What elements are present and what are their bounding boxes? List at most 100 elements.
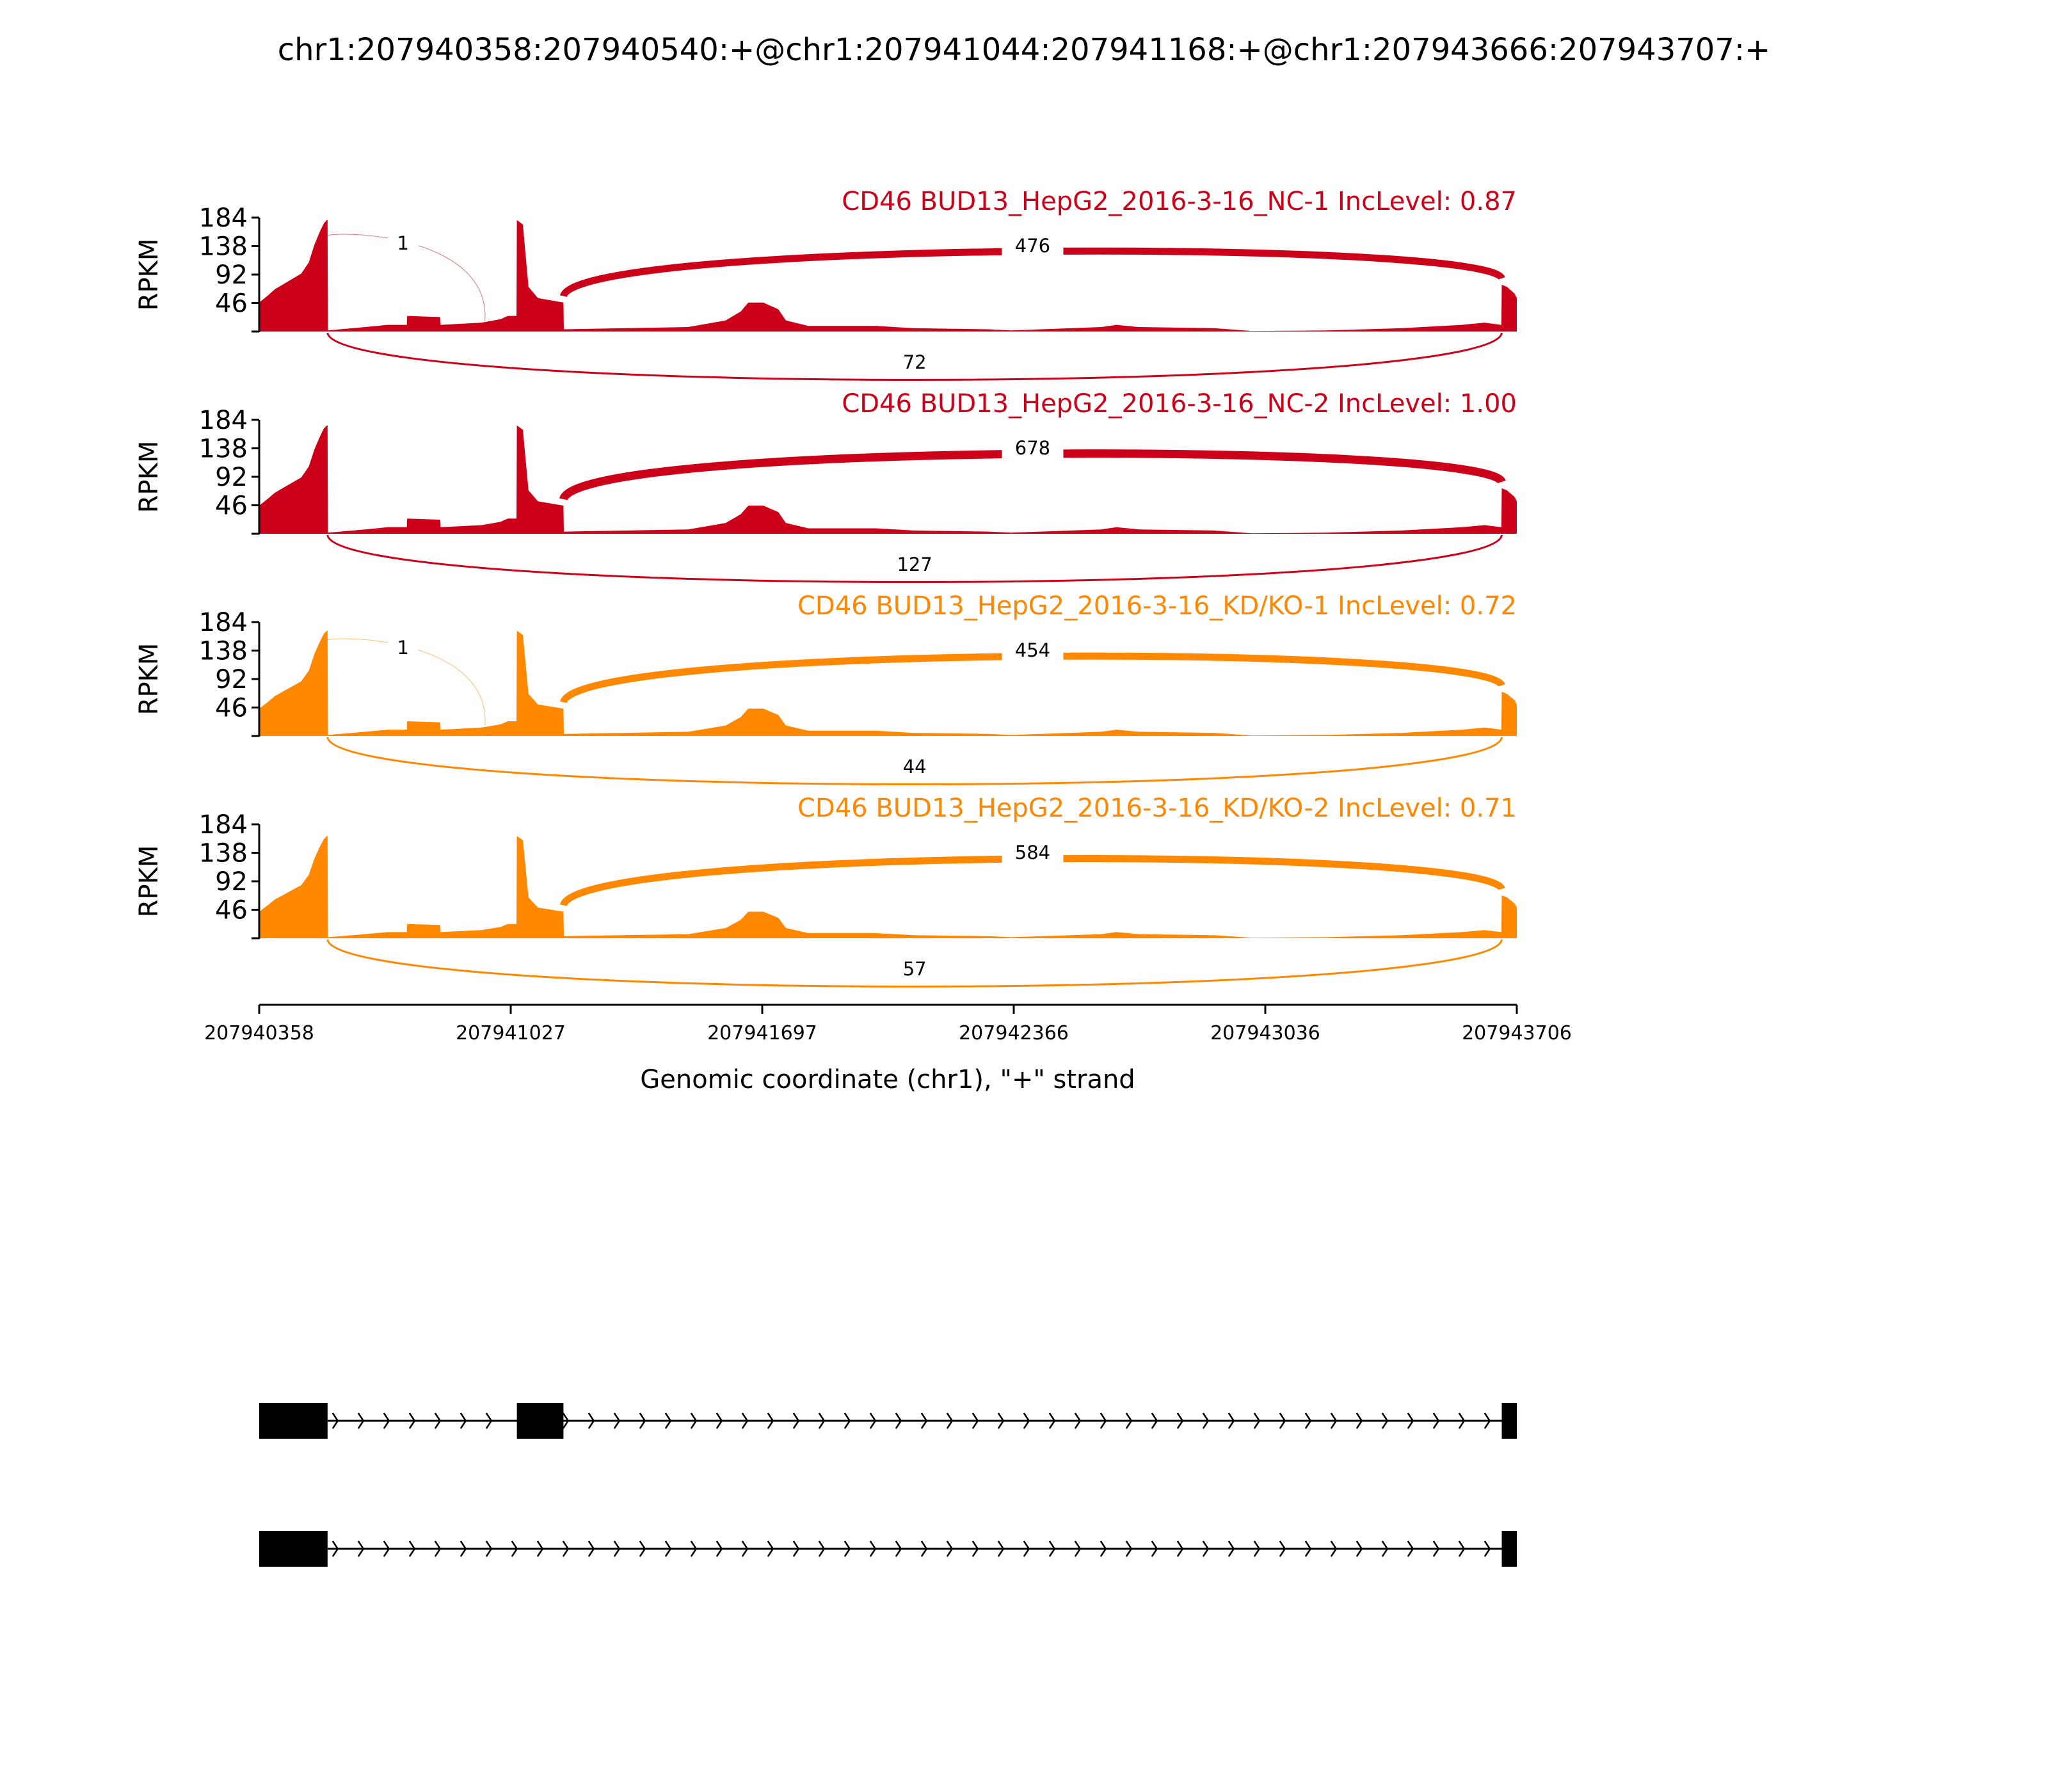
strand-arrow-icon	[690, 1412, 698, 1429]
strand-arrow-icon	[1125, 1412, 1133, 1429]
strand-arrow-icon	[997, 1540, 1005, 1557]
strand-arrow-icon	[997, 1412, 1005, 1429]
strand-arrow-icon	[1458, 1412, 1466, 1429]
strand-arrow-icon	[972, 1412, 979, 1429]
junction-label: 584	[1015, 842, 1050, 863]
coverage-area	[259, 630, 1517, 736]
strand-arrow-icon	[1151, 1412, 1158, 1429]
strand-arrow-icon	[1202, 1540, 1210, 1557]
y-tick-label: 138	[199, 232, 248, 262]
y-tick-label: 46	[215, 694, 248, 723]
strand-arrow-icon	[485, 1412, 493, 1429]
strand-arrow-icon	[332, 1540, 339, 1557]
strand-arrow-icon	[1458, 1540, 1466, 1557]
strand-arrow-icon	[1074, 1540, 1082, 1557]
strand-arrow-icon	[1125, 1540, 1133, 1557]
sample-title: CD46 BUD13_HepG2_2016-3-16_NC-1 IncLevel…	[842, 187, 1517, 216]
strand-arrow-icon	[946, 1540, 954, 1557]
y-tick-label: 92	[215, 463, 248, 492]
junction-arc	[326, 939, 1503, 988]
y-tick-label: 92	[215, 867, 248, 897]
junction-label: 476	[1015, 235, 1050, 257]
strand-arrow-icon	[613, 1412, 621, 1429]
junction-label-bg	[884, 553, 946, 575]
strand-arrow-icon	[511, 1540, 518, 1557]
y-tick-label: 184	[199, 608, 248, 637]
strand-arrow-icon	[664, 1540, 672, 1557]
junction-label-bg	[387, 636, 419, 658]
strand-arrow-icon	[716, 1412, 723, 1429]
strand-arrow-icon	[869, 1540, 877, 1557]
junction-arc	[560, 247, 1505, 298]
strand-arrow-icon	[818, 1540, 826, 1557]
junction-arc	[326, 332, 1503, 381]
strand-arrow-icon	[1100, 1412, 1107, 1429]
strand-arrow-icon	[1432, 1540, 1440, 1557]
strand-arrow-icon	[1330, 1412, 1338, 1429]
exon-block	[259, 1531, 328, 1567]
exon-block	[516, 1403, 564, 1439]
strand-arrow-icon	[1356, 1540, 1363, 1557]
strand-arrow-icon	[1484, 1412, 1491, 1429]
strand-arrow-icon	[383, 1412, 390, 1429]
junction-label-bg	[884, 957, 946, 979]
coverage-area	[259, 425, 1517, 534]
y-tick-label: 184	[199, 406, 248, 435]
figure-title: chr1:207940358:207940540:+@chr1:20794104…	[278, 32, 1771, 68]
strand-arrow-icon	[408, 1540, 416, 1557]
y-axis-label: RPKM	[134, 441, 164, 513]
isoform-model	[259, 1403, 1517, 1439]
strand-arrow-icon	[613, 1540, 621, 1557]
junction-label: 1	[397, 232, 408, 254]
y-tick-label: 92	[215, 665, 248, 694]
strand-arrow-icon	[639, 1540, 646, 1557]
x-tick-label: 207943706	[1462, 1022, 1572, 1044]
strand-arrow-icon	[1100, 1540, 1107, 1557]
strand-arrow-icon	[1228, 1540, 1235, 1557]
strand-arrow-icon	[690, 1540, 698, 1557]
strand-arrow-icon	[434, 1412, 442, 1429]
x-axis-label: Genomic coordinate (chr1), "+" strand	[640, 1065, 1135, 1094]
strand-arrow-icon	[946, 1412, 954, 1429]
strand-arrow-icon	[1484, 1540, 1491, 1557]
strand-arrow-icon	[1048, 1412, 1056, 1429]
strand-arrow-icon	[1381, 1540, 1389, 1557]
junction-label: 454	[1015, 639, 1050, 661]
strand-arrow-icon	[1381, 1412, 1389, 1429]
junction-label: 72	[903, 351, 927, 373]
exon-block	[1501, 1403, 1517, 1439]
sample-title: CD46 BUD13_HepG2_2016-3-16_KD/KO-1 IncLe…	[797, 591, 1517, 621]
strand-arrow-icon	[588, 1540, 595, 1557]
strand-arrow-icon	[460, 1412, 467, 1429]
isoform-model	[259, 1531, 1517, 1567]
x-axis: 207940358 207941027 207941697 207942366 2079…	[204, 1004, 1572, 1094]
strand-arrow-icon	[1432, 1412, 1440, 1429]
strand-arrow-icon	[1228, 1412, 1235, 1429]
junction-label: 57	[903, 958, 927, 980]
strand-arrow-icon	[741, 1412, 749, 1429]
junction-label-bg	[1002, 436, 1064, 458]
strand-arrow-icon	[844, 1540, 851, 1557]
y-axis-label: RPKM	[134, 239, 164, 311]
strand-arrow-icon	[1407, 1540, 1414, 1557]
y-tick-label: 138	[199, 435, 248, 464]
strand-arrow-icon	[1253, 1540, 1261, 1557]
strand-arrow-icon	[1048, 1540, 1056, 1557]
strand-arrow-icon	[562, 1412, 570, 1429]
junction-arc	[560, 652, 1505, 704]
strand-arrow-icon	[972, 1540, 979, 1557]
y-tick-label: 184	[199, 204, 248, 233]
y-tick-label: 138	[199, 839, 248, 868]
junction-label: 678	[1015, 437, 1050, 459]
y-tick-label: 46	[215, 289, 248, 319]
strand-arrow-icon	[434, 1540, 442, 1557]
strand-arrow-icon	[920, 1412, 928, 1429]
y-tick-label: 92	[215, 260, 248, 290]
exon-block	[1501, 1531, 1517, 1567]
junction-label-bg	[1002, 234, 1064, 256]
strand-arrow-icon	[1023, 1540, 1030, 1557]
